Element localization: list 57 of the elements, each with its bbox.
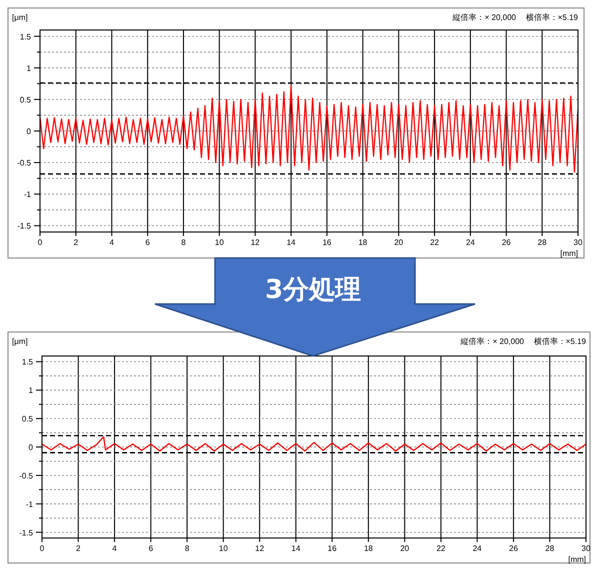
x-tick-label: 0 (38, 238, 43, 247)
x-tick-label: 30 (582, 544, 591, 553)
y-axis-title: [μm] (12, 13, 28, 22)
y-tick-label: 0 (26, 127, 32, 136)
text: 3分処理 (264, 275, 362, 305)
y-tick-label: 1.5 (22, 358, 34, 367)
y-tick-label: -1.5 (19, 528, 34, 538)
y-tick-label: -1 (26, 500, 34, 509)
x-tick-label: 6 (148, 544, 154, 553)
x-tick-label: 16 (322, 238, 332, 247)
x-tick-label: 0 (40, 544, 45, 553)
x-tick-label: 24 (472, 544, 482, 553)
x-tick-label: 2 (74, 238, 79, 247)
x-axis-title: [mm] (560, 249, 578, 258)
x-tick-label: 10 (214, 238, 224, 247)
y-tick-label: 1 (28, 386, 34, 396)
y-tick-label: -1 (24, 190, 32, 200)
x-tick-label: 20 (394, 238, 404, 247)
x-tick-label: 10 (218, 544, 228, 553)
text: 縦倍率：× 20,000 (460, 337, 525, 346)
text: 横倍率：×5.19 (526, 13, 579, 22)
x-tick-label: 14 (286, 238, 296, 247)
x-tick-label: 28 (538, 238, 548, 247)
x-tick-label: 22 (430, 238, 440, 247)
y-tick-label: 0.5 (22, 414, 34, 424)
x-tick-label: 12 (255, 544, 265, 553)
x-tick-label: 18 (358, 238, 368, 247)
x-tick-label: 24 (466, 238, 476, 247)
x-tick-label: 18 (364, 544, 374, 553)
x-tick-label: 26 (502, 238, 512, 247)
y-tick-label: 0 (28, 443, 34, 452)
y-axis-title: [μm] (12, 337, 28, 346)
x-tick-label: 2 (76, 544, 82, 553)
x-tick-label: 4 (110, 238, 115, 247)
x-tick-label: 8 (184, 544, 190, 553)
x-tick-label: 16 (328, 544, 338, 553)
y-tick-label: -0.5 (19, 471, 34, 480)
x-tick-label: 30 (574, 238, 583, 247)
y-tick-label: 0.5 (20, 95, 32, 104)
x-axis-title: [mm] (568, 555, 586, 564)
x-tick-label: 20 (400, 544, 410, 553)
x-tick-label: 12 (250, 238, 260, 247)
y-tick-label: 1 (26, 64, 32, 73)
x-tick-label: 26 (509, 544, 518, 553)
x-tick-label: 14 (291, 544, 301, 553)
line-series (41, 436, 587, 452)
line-series (39, 84, 579, 173)
x-tick-label: 28 (545, 544, 555, 553)
x-tick-label: 4 (112, 544, 118, 553)
y-tick-label: 1.5 (20, 32, 32, 42)
x-tick-label: 8 (181, 238, 186, 247)
x-tick-label: 22 (436, 544, 446, 553)
y-tick-label: -0.5 (17, 158, 32, 168)
x-tick-label: 6 (145, 238, 150, 247)
y-tick-label: -1.5 (17, 222, 32, 231)
text: 横倍率：×5.19 (534, 337, 587, 346)
text: 縦倍率：× 20,000 (452, 13, 517, 22)
